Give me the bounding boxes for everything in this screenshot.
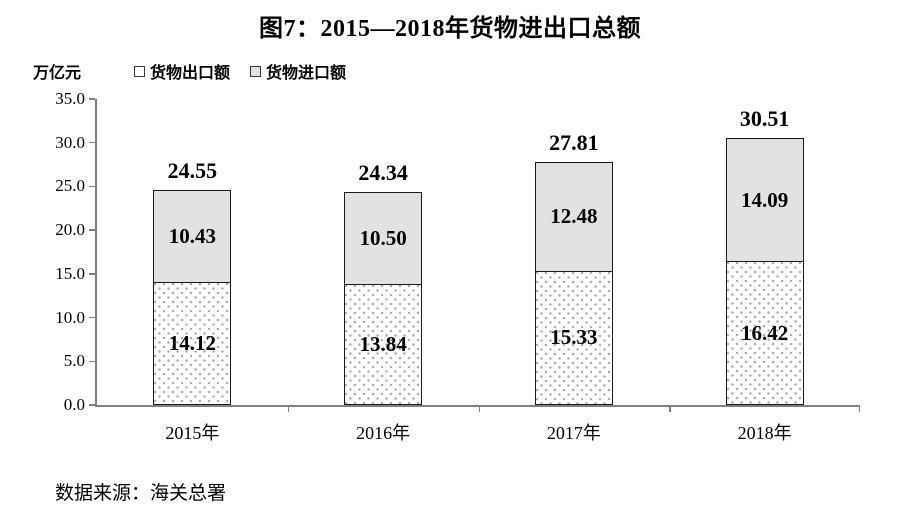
total-value-label: 24.55 bbox=[167, 158, 218, 184]
import-value-label: 12.48 bbox=[550, 204, 598, 229]
bar-2017年: 15.33 12.48 27.81 bbox=[534, 130, 613, 405]
import-value-label: 14.09 bbox=[741, 187, 789, 212]
export-value-label: 15.33 bbox=[550, 325, 598, 350]
y-tick-mark bbox=[89, 316, 95, 319]
y-tick-label: 5.0 bbox=[63, 351, 85, 371]
legend-swatch-gray bbox=[250, 65, 262, 77]
export-value-label: 16.42 bbox=[741, 320, 789, 345]
bar-2016年: 13.84 10.50 24.34 bbox=[344, 160, 423, 405]
total-value-label: 30.51 bbox=[739, 106, 790, 132]
x-tick-mark bbox=[287, 405, 290, 412]
y-tick-label: 30.0 bbox=[55, 132, 85, 152]
bar-segment-import: 12.48 bbox=[534, 161, 613, 271]
bar-segment-export: 14.12 bbox=[153, 281, 232, 405]
y-tick-mark bbox=[89, 98, 95, 100]
export-value-label: 14.12 bbox=[168, 330, 216, 355]
x-axis-category-label: 2015年 bbox=[165, 423, 220, 443]
y-tick-mark bbox=[89, 185, 95, 188]
chart-title: 图7：2015—2018年货物进出口总额 bbox=[259, 16, 641, 42]
x-tick-mark bbox=[858, 405, 860, 412]
x-tick-mark bbox=[478, 405, 480, 412]
legend-item-dotted: 货物出口额 bbox=[134, 59, 230, 83]
y-tick-label: 20.0 bbox=[55, 220, 85, 240]
bar-segment-import: 14.09 bbox=[725, 138, 804, 262]
bar-segment-import: 10.43 bbox=[153, 190, 232, 282]
export-value-label: 13.84 bbox=[359, 332, 407, 356]
y-tick-label: 25.0 bbox=[55, 176, 85, 196]
bar-segment-export: 16.42 bbox=[725, 261, 804, 405]
source-note: 数据来源：海关总署 bbox=[55, 483, 227, 504]
bar-segment-export: 15.33 bbox=[534, 270, 613, 405]
x-tick-mark bbox=[669, 405, 671, 412]
x-axis-category-label: 2016年 bbox=[356, 423, 411, 443]
y-tick-label: 10.0 bbox=[55, 307, 85, 327]
y-tick-mark bbox=[89, 141, 95, 144]
bar-2018年: 16.42 14.09 30.51 bbox=[725, 106, 804, 405]
import-value-label: 10.50 bbox=[359, 226, 407, 251]
y-axis-unit-label: 万亿元 bbox=[33, 65, 82, 82]
legend-swatch-dotted bbox=[134, 65, 145, 77]
x-axis-category-label: 2018年 bbox=[737, 423, 792, 443]
legend: 货物出口额 货物进口额 bbox=[134, 59, 346, 83]
y-tick-mark bbox=[89, 273, 95, 275]
y-tick-label: 0.0 bbox=[63, 395, 85, 414]
import-value-label: 10.43 bbox=[168, 223, 216, 248]
legend-label: 货物进口额 bbox=[266, 65, 347, 82]
plot-area: 35.0 30.0 25.0 20.0 15.0 10.0 5.0 0.0 14.12 10.43… bbox=[55, 90, 860, 443]
x-axis-category-label: 2017年 bbox=[546, 423, 601, 443]
bar-2015年: 14.12 10.43 24.55 bbox=[153, 158, 232, 405]
y-tick-mark bbox=[89, 404, 95, 406]
legend-item-gray: 货物进口额 bbox=[250, 59, 346, 83]
y-tick-label: 35.0 bbox=[55, 89, 85, 108]
bar-segment-export: 13.84 bbox=[344, 284, 423, 405]
y-tick-mark bbox=[89, 229, 95, 231]
legend-label: 货物出口额 bbox=[150, 65, 231, 82]
total-value-label: 27.81 bbox=[549, 129, 599, 155]
y-tick-mark bbox=[89, 360, 95, 363]
y-tick-label: 15.0 bbox=[55, 263, 85, 283]
bar-segment-import: 10.50 bbox=[344, 192, 423, 284]
total-value-label: 24.34 bbox=[358, 160, 408, 186]
